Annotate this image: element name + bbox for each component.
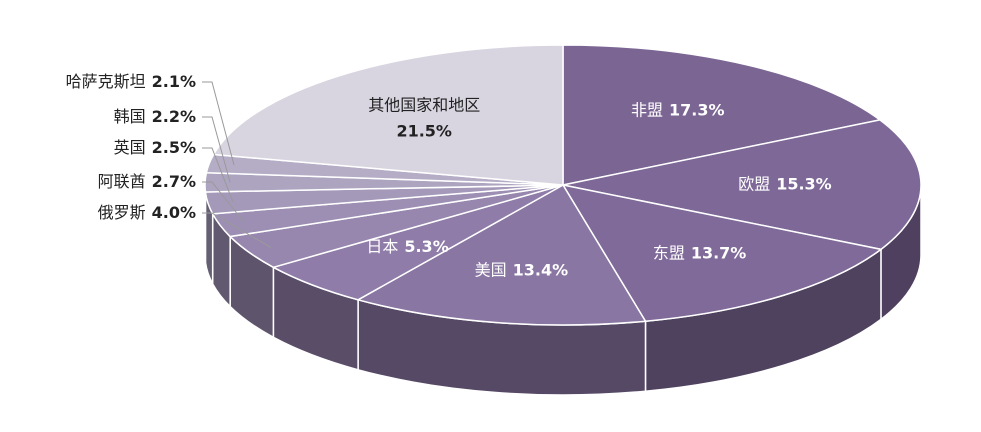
leader-line xyxy=(202,147,234,202)
data-label: 阿联酋 2.7% xyxy=(98,172,196,191)
leader-line xyxy=(202,212,272,249)
label-category: 美国 xyxy=(475,260,507,279)
data-label: 欧盟 15.3% xyxy=(738,174,832,193)
leader-line xyxy=(202,81,235,166)
slice xyxy=(356,183,647,326)
label-value: 2.7% xyxy=(152,172,196,191)
data-label: 日本 5.3% xyxy=(366,236,448,255)
label-value: 2.1% xyxy=(152,72,196,91)
data-label: 哈萨克斯坦 2.1% xyxy=(66,72,196,91)
label-value: 21.5% xyxy=(396,121,452,140)
label-category: 非盟 xyxy=(631,100,663,119)
data-label: 韩国 2.2% xyxy=(114,107,196,126)
label-category: 韩国 xyxy=(114,107,146,126)
slice xyxy=(562,119,922,251)
label-value: 17.3% xyxy=(669,100,725,119)
data-label: 其他国家和地区 21.5% xyxy=(368,95,480,140)
leader-line xyxy=(202,181,245,223)
label-category: 哈萨克斯坦 xyxy=(66,72,146,91)
data-label: 东盟 13.7% xyxy=(653,243,747,262)
label-category: 阿联酋 xyxy=(98,172,146,191)
label-value: 2.5% xyxy=(152,138,196,157)
label-category: 英国 xyxy=(114,138,146,157)
data-label: 俄罗斯 4.0% xyxy=(98,203,196,222)
data-label: 美国 13.4% xyxy=(475,260,569,279)
label-value: 2.2% xyxy=(152,107,196,126)
label-category: 东盟 xyxy=(653,243,685,262)
slice xyxy=(561,183,883,323)
label-value: 5.3% xyxy=(404,236,448,255)
data-label: 英国 2.5% xyxy=(114,138,196,157)
label-value: 13.4% xyxy=(513,260,569,279)
leader-line xyxy=(202,116,231,183)
label-category: 欧盟 xyxy=(738,174,770,193)
data-label: 非盟 17.3% xyxy=(631,100,725,119)
label-category: 日本 xyxy=(366,236,398,255)
label-value: 15.3% xyxy=(776,174,832,193)
label-value: 4.0% xyxy=(152,203,196,222)
slice xyxy=(212,44,564,186)
slice xyxy=(562,44,882,186)
label-value: 13.7% xyxy=(691,243,747,262)
label-category: 俄罗斯 xyxy=(98,203,146,222)
label-category: 其他国家和地区 xyxy=(368,95,480,114)
